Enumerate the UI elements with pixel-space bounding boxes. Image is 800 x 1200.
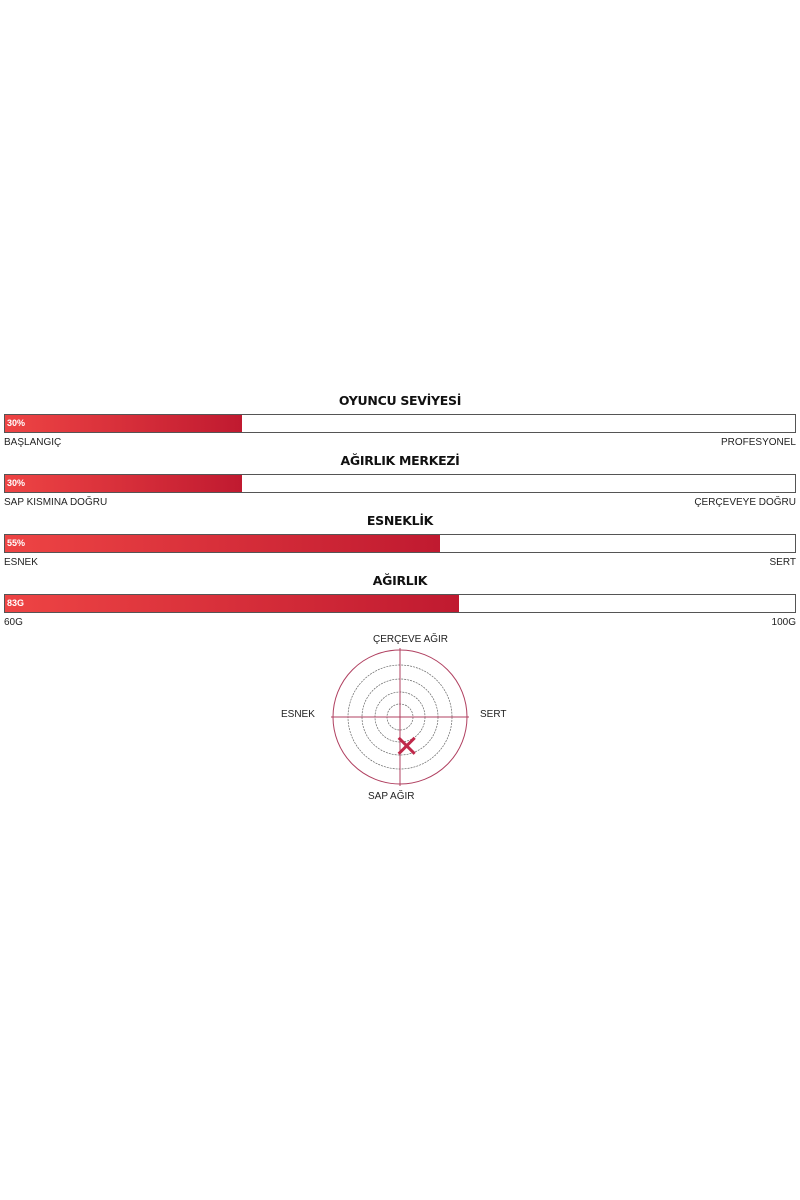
progress-value: 30%: [7, 478, 26, 488]
bar-left-label: ESNEK: [4, 557, 38, 568]
bar-left-label: BAŞLANGIÇ: [4, 437, 62, 448]
progress-bar: 55%: [4, 534, 796, 553]
x-marker-icon: [397, 736, 416, 755]
bar-title: AĞIRLIK: [372, 573, 428, 588]
bar-right-label: PROFESYONEL: [720, 437, 796, 448]
bar-right-label: SERT: [769, 557, 797, 568]
target-rings: [331, 648, 469, 786]
progress-value: 30%: [7, 418, 26, 428]
bar-right-label: ÇERÇEVEYE DOĞRU: [694, 497, 796, 508]
progress-value: 55%: [7, 538, 26, 548]
bar-title: ESNEKLİK: [366, 513, 434, 528]
progress-bar: 83G: [4, 594, 796, 613]
bar-title: OYUNCU SEVİYESİ: [338, 393, 462, 408]
progress-value: 83G: [7, 598, 25, 608]
target-label-right: SERT: [480, 709, 507, 720]
bar-title: AĞIRLIK MERKEZİ: [340, 453, 460, 468]
target-label-top: ÇERÇEVE AĞIR: [373, 634, 449, 645]
target-label-bottom: SAP AĞIR: [368, 791, 415, 802]
progress-bar: 30%: [4, 474, 796, 493]
bar-left-label: 60G: [4, 617, 23, 628]
target-label-left: ESNEK: [281, 709, 315, 720]
bar-left-label: SAP KISMINA DOĞRU: [4, 497, 108, 508]
bar-right-label: 100G: [771, 617, 796, 628]
progress-fill: [5, 475, 242, 492]
progress-fill: [5, 535, 440, 552]
progress-fill: [5, 595, 460, 612]
progress-bar: 30%: [4, 414, 796, 433]
progress-fill: [5, 415, 242, 432]
